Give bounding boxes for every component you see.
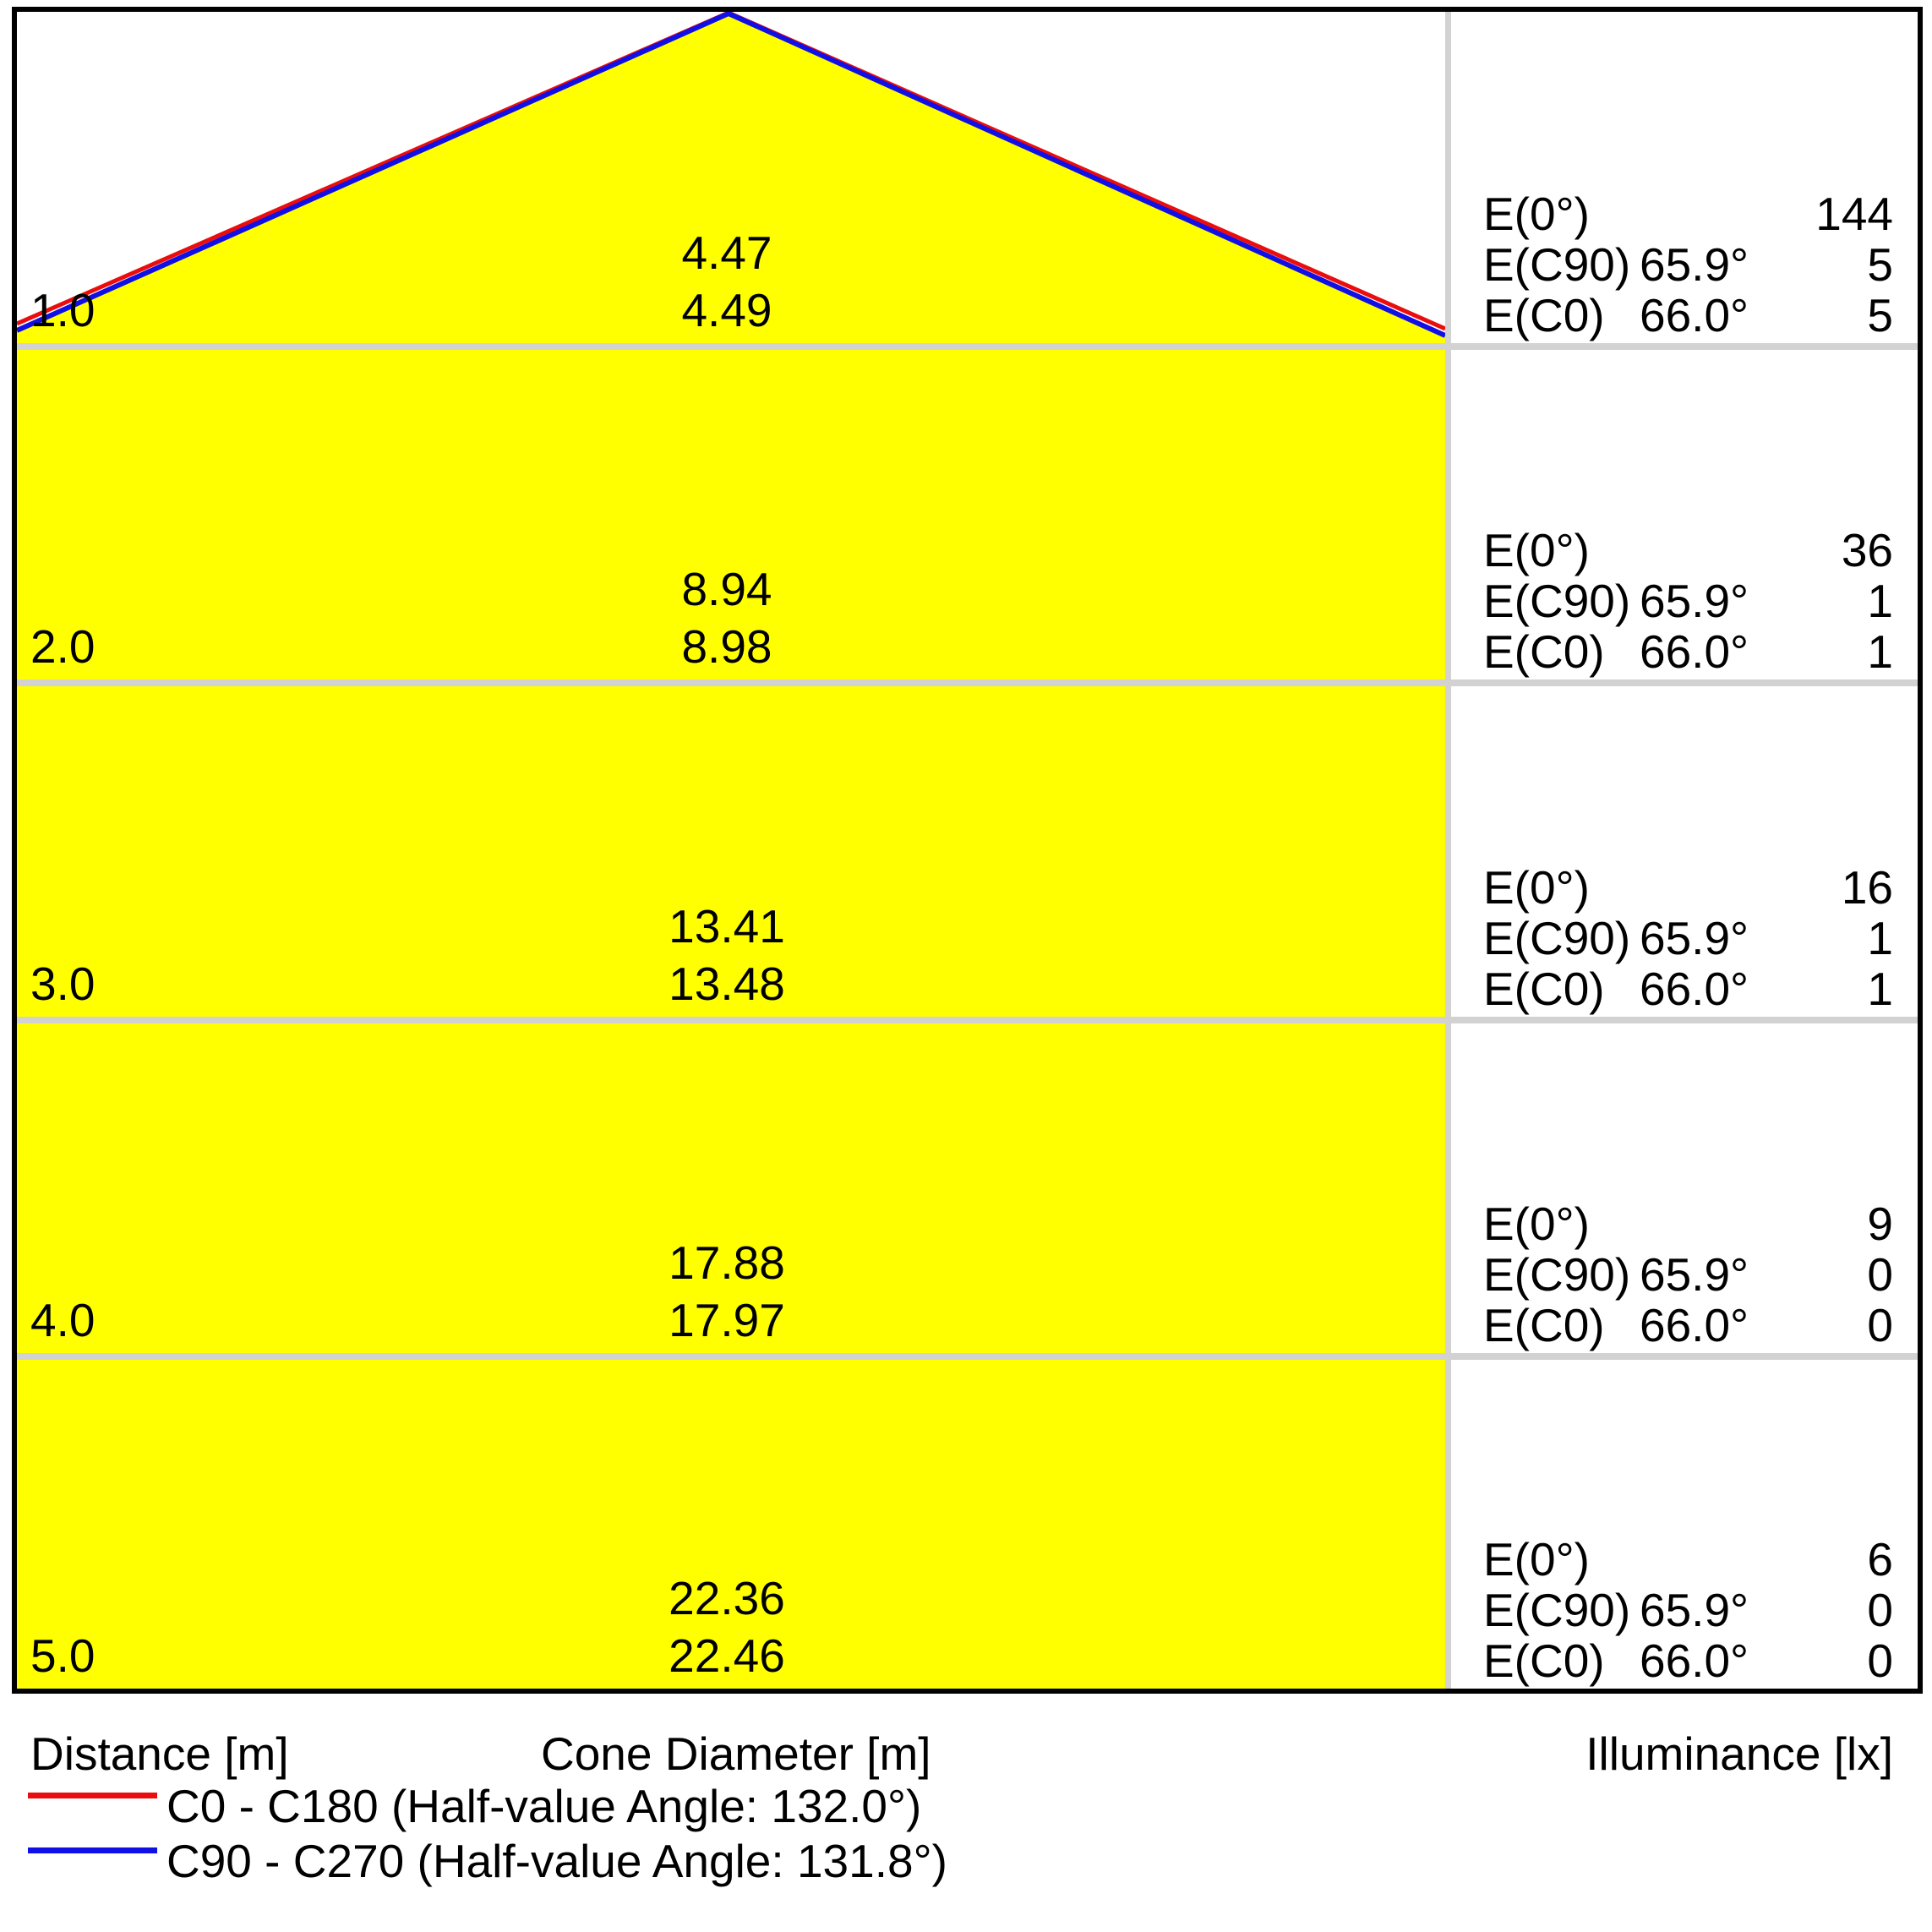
ec90-value: 5 (1867, 238, 1893, 291)
beam-cone-fill (17, 14, 1445, 1689)
e0-value: 144 (1815, 188, 1893, 240)
ec90-label: E(C90) (1483, 1248, 1631, 1301)
ec0-value: 1 (1867, 625, 1893, 678)
row-separator (17, 1017, 1918, 1023)
ec0-value: 5 (1867, 289, 1893, 341)
cone-diameter-c0-value: 8.98 (681, 620, 772, 673)
row-separator (17, 343, 1918, 350)
ec90-label: E(C90) (1483, 1584, 1631, 1636)
ec0-angle: 66.0° (1640, 1635, 1749, 1687)
ec90-value: 1 (1867, 575, 1893, 627)
cone-diameter-c90-value: 17.88 (669, 1236, 785, 1289)
ec0-angle: 66.0° (1640, 963, 1749, 1015)
ec0-angle: 66.0° (1640, 625, 1749, 678)
illuminance-line-ec90: E(C90) 65.9° 0 (0, 1252, 1932, 1299)
c90-c270-legend-line (28, 1847, 157, 1853)
ec90-value: 0 (1867, 1248, 1893, 1301)
illuminance-line-ec0: E(C0) 66.0° 5 (0, 292, 1932, 340)
illuminance-line-ec90: E(C90) 65.9° 5 (0, 242, 1932, 289)
e0-value: 6 (1867, 1533, 1893, 1585)
ec0-angle: 66.0° (1640, 289, 1749, 341)
illuminance-line-e0: E(0°) 36 (0, 527, 1932, 575)
e0-label: E(0°) (1483, 524, 1590, 576)
distance-axis-label: Distance [m] (30, 1727, 289, 1780)
beam-cone-plot (17, 12, 1445, 1689)
ec90-label: E(C90) (1483, 912, 1631, 964)
illuminance-line-e0: E(0°) 6 (0, 1536, 1932, 1584)
distance-value: 3.0 (30, 958, 96, 1010)
c90-c270-legend-label: C90 - C270 (Half-value Angle: 131.8°) (166, 1835, 947, 1887)
ec90-label: E(C90) (1483, 575, 1631, 627)
illuminance-line-e0: E(0°) 9 (0, 1201, 1932, 1248)
ec90-angle: 65.9° (1640, 575, 1749, 627)
ec90-angle: 65.9° (1640, 238, 1749, 291)
illuminance-line-ec90: E(C90) 65.9° 1 (0, 915, 1932, 963)
ec0-label: E(C0) (1483, 289, 1605, 341)
ec90-value: 1 (1867, 912, 1893, 964)
distance-value: 1.0 (30, 284, 96, 336)
c0-c180-legend-label: C0 - C180 (Half-value Angle: 132.0°) (166, 1780, 922, 1832)
e0-label: E(0°) (1483, 861, 1590, 914)
ec0-label: E(C0) (1483, 963, 1605, 1015)
ec90-angle: 65.9° (1640, 1248, 1749, 1301)
illuminance-line-ec0: E(C0) 66.0° 1 (0, 629, 1932, 676)
cone-diameter-c90-value: 4.47 (681, 226, 772, 279)
distance-value: 4.0 (30, 1294, 96, 1346)
illuminance-line-e0: E(0°) 144 (0, 191, 1932, 238)
cone-diameter-c90-value: 13.41 (669, 900, 785, 952)
c90-c270-line (17, 12, 1445, 338)
row-separator (17, 1353, 1918, 1360)
cone-diameter-c0-value: 4.49 (681, 284, 772, 336)
ec0-label: E(C0) (1483, 1299, 1605, 1351)
e0-value: 36 (1841, 524, 1893, 576)
illuminance-line-ec0: E(C0) 66.0° 0 (0, 1638, 1932, 1685)
cone-diameter-axis-label: Cone Diameter [m] (541, 1727, 931, 1780)
ec0-label: E(C0) (1483, 625, 1605, 678)
ec0-value: 1 (1867, 963, 1893, 1015)
e0-label: E(0°) (1483, 1533, 1590, 1585)
c0-c180-legend-line (28, 1793, 157, 1798)
e0-value: 16 (1841, 861, 1893, 914)
row-separator (17, 679, 1918, 686)
ec0-value: 0 (1867, 1299, 1893, 1351)
e0-value: 9 (1867, 1198, 1893, 1250)
cone-diameter-c0-value: 22.46 (669, 1629, 785, 1682)
ec0-value: 0 (1867, 1635, 1893, 1687)
ec90-label: E(C90) (1483, 238, 1631, 291)
cone-diameter-c90-value: 8.94 (681, 563, 772, 615)
illuminance-line-ec0: E(C0) 66.0° 0 (0, 1302, 1932, 1350)
e0-label: E(0°) (1483, 1198, 1590, 1250)
ec90-angle: 65.9° (1640, 912, 1749, 964)
ec0-label: E(C0) (1483, 1635, 1605, 1687)
panel-divider (1445, 12, 1451, 1689)
illuminance-line-ec90: E(C90) 65.9° 0 (0, 1587, 1932, 1635)
e0-label: E(0°) (1483, 188, 1590, 240)
ec0-angle: 66.0° (1640, 1299, 1749, 1351)
cone-diameter-c90-value: 22.36 (669, 1572, 785, 1624)
cone-diameter-c0-value: 13.48 (669, 958, 785, 1010)
illuminance-line-ec90: E(C90) 65.9° 1 (0, 578, 1932, 625)
illuminance-axis-label: Illuminance [lx] (1585, 1727, 1893, 1780)
distance-value: 5.0 (30, 1629, 96, 1682)
illuminance-line-e0: E(0°) 16 (0, 865, 1932, 912)
distance-value: 2.0 (30, 620, 96, 673)
ec90-value: 0 (1867, 1584, 1893, 1636)
diagram-frame (12, 7, 1923, 1694)
cone-diameter-c0-value: 17.97 (669, 1294, 785, 1346)
illuminance-line-ec0: E(C0) 66.0° 1 (0, 966, 1932, 1013)
ec90-angle: 65.9° (1640, 1584, 1749, 1636)
